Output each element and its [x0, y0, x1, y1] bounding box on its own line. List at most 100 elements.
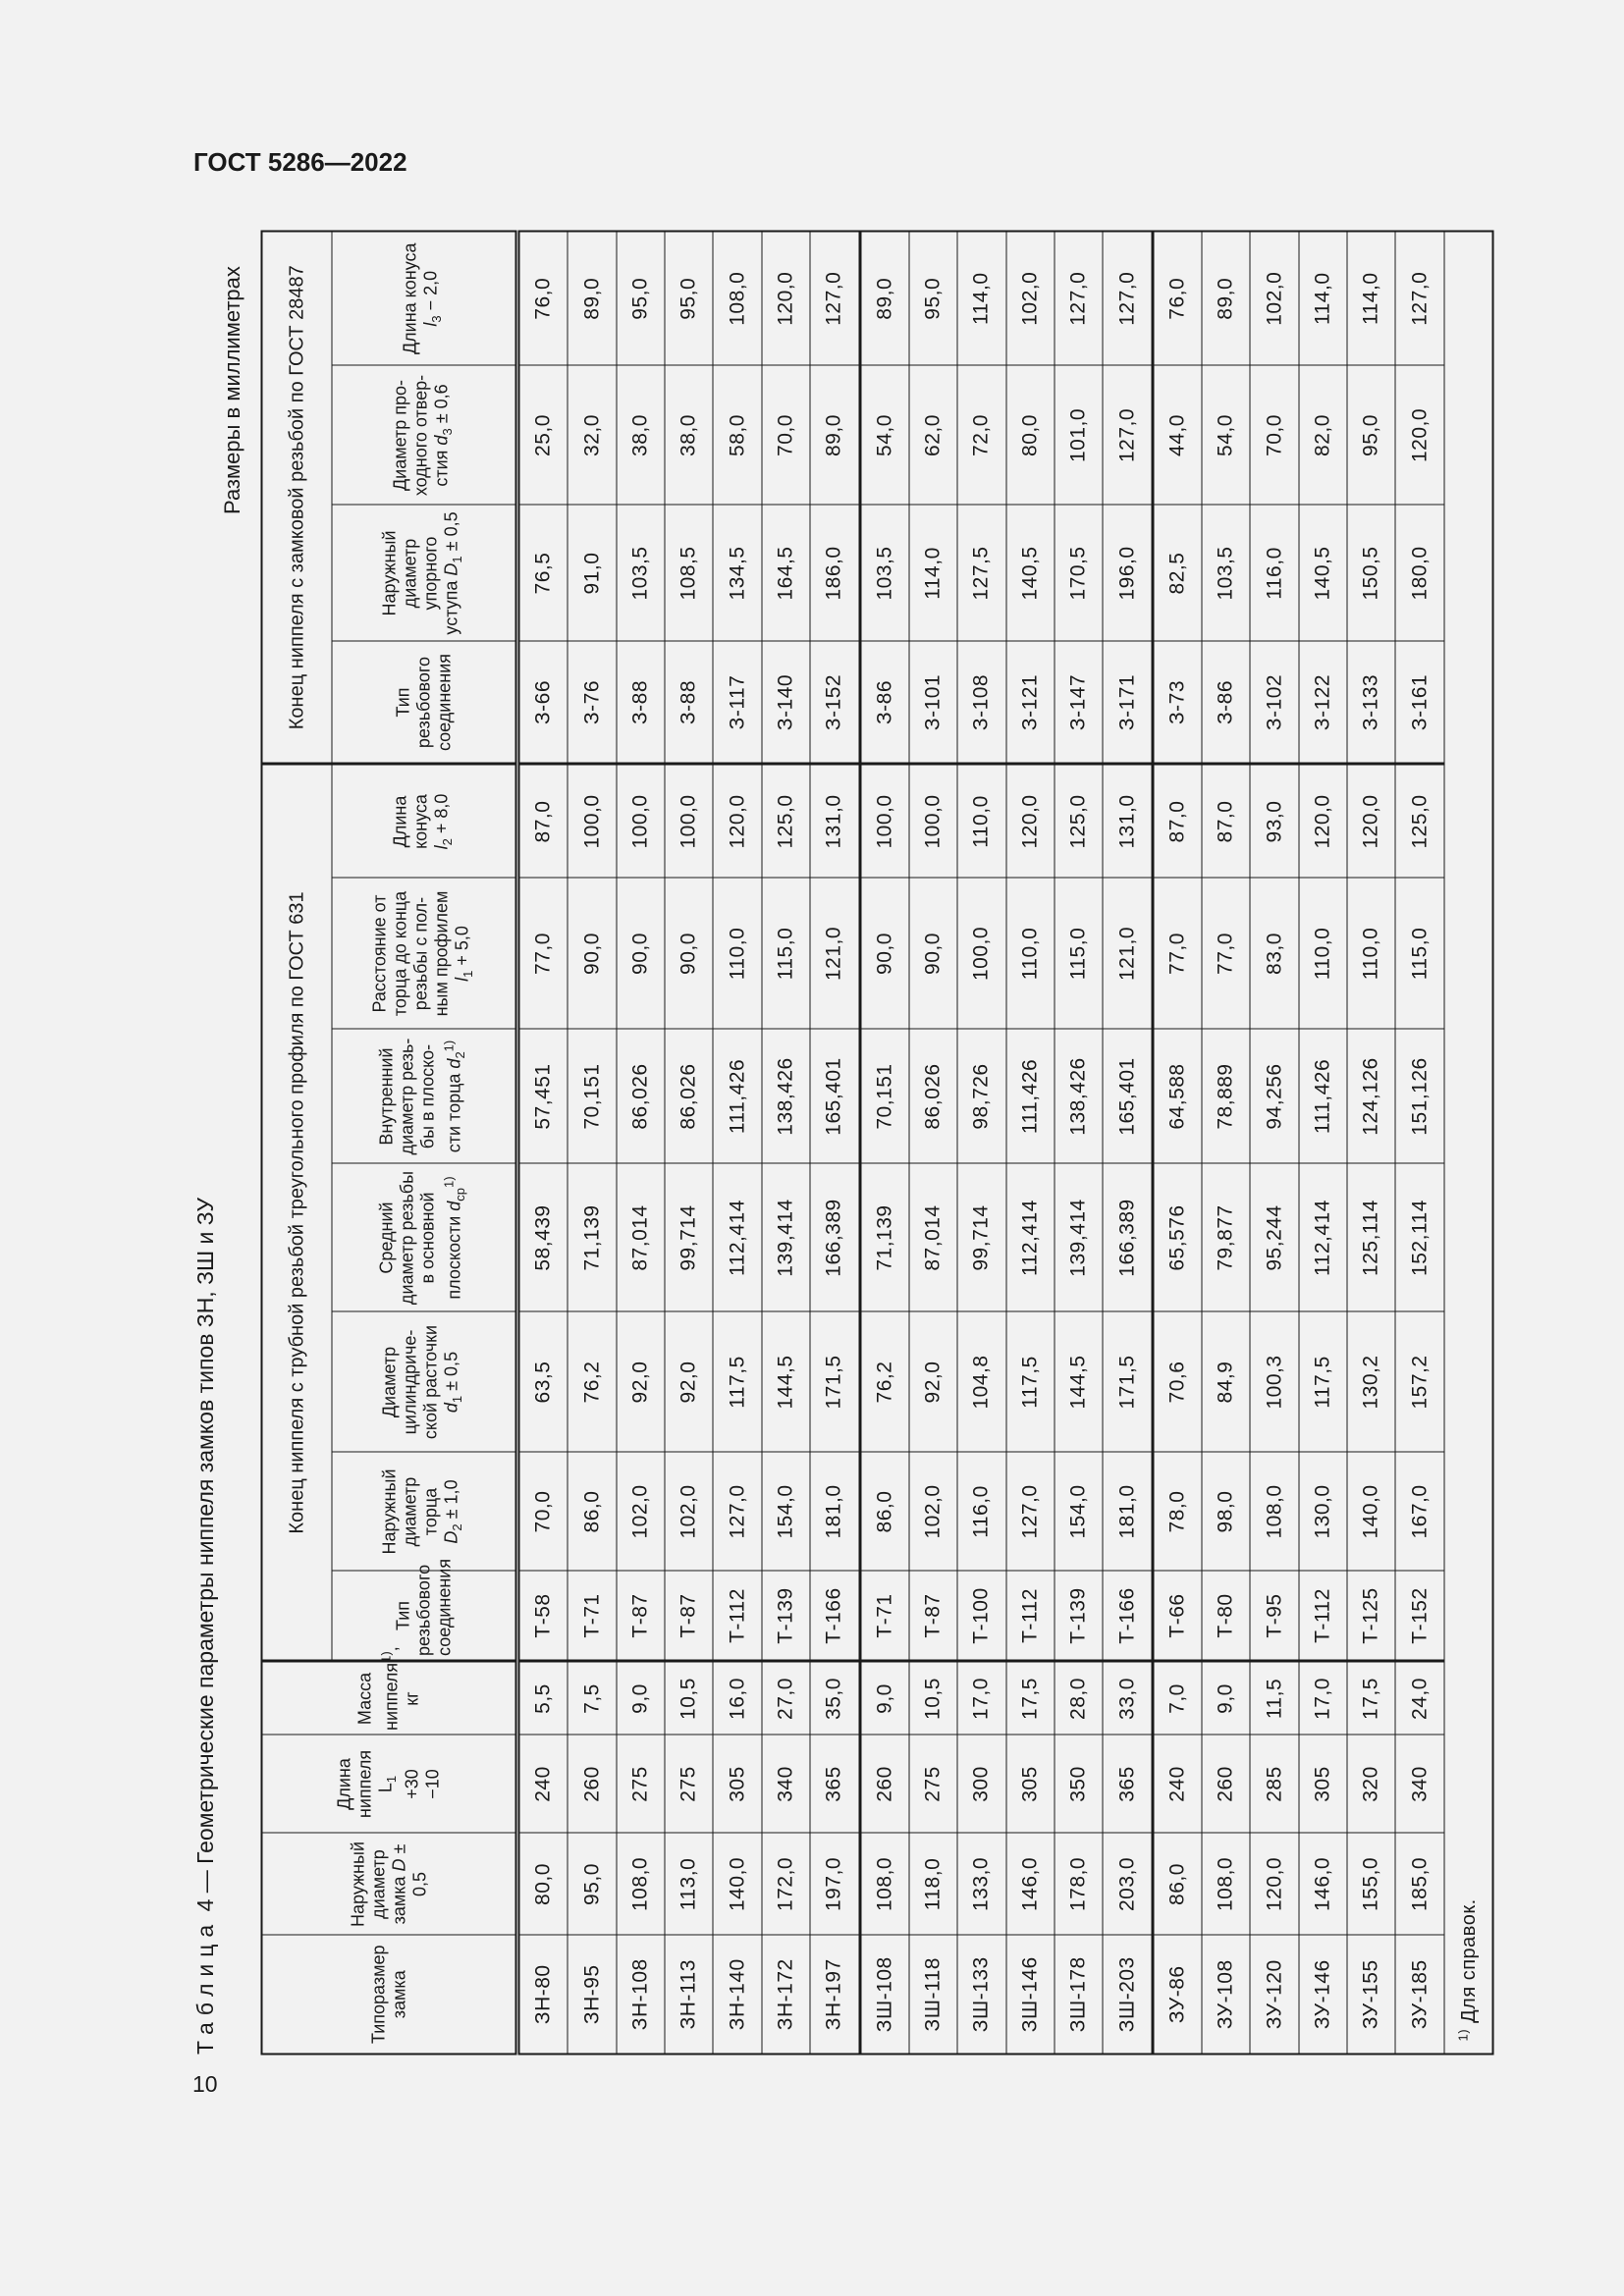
table-row: ЗШ-108 108,0 260 9,0 Т-71 86,0 76,2 71,139 70,15…	[859, 230, 909, 2054]
cell-bore-hole-diameter: 25,0	[516, 365, 568, 505]
cell-mid-diameter: 166,389	[809, 1163, 860, 1311]
cell-distance: 83,0	[1249, 878, 1299, 1029]
cell-mid-diameter: 87,014	[616, 1163, 665, 1311]
cell-cone-length-l3: 120,0	[761, 230, 810, 365]
table-row: ЗУ-155 155,0 320 17,5 Т-125 140,0 130,2 125,114…	[1346, 230, 1395, 2054]
header-lock-thread-type: Тип резьбового соединения	[331, 641, 517, 764]
cell-face-diameter: 127,0	[712, 1452, 762, 1571]
cell-face-diameter: 98,0	[1201, 1452, 1250, 1571]
cell-shoulder-diameter: 164,5	[761, 505, 810, 641]
cell-bore-hole-diameter: 95,0	[1346, 365, 1395, 505]
cell-bore-hole-diameter: 89,0	[809, 365, 860, 505]
table-row: ЗШ-118 118,0 275 10,5 Т-87 102,0 92,0 87,014 86,…	[908, 230, 957, 2054]
cell-cone-length-l3: 114,0	[1346, 230, 1395, 365]
cell-nipple-length: 275	[616, 1735, 665, 1833]
cell-distance: 90,0	[567, 878, 617, 1029]
cell-mass: 9,0	[859, 1661, 909, 1735]
cell-inner-diameter: 138,426	[1054, 1029, 1103, 1163]
cell-outer-diameter: 80,0	[516, 1833, 568, 1935]
caption-text: Геометрические параметры ниппеля замков …	[192, 1198, 218, 1864]
cell-mass: 28,0	[1054, 1661, 1103, 1735]
table-row: ЗУ-108 108,0 260 9,0 Т-80 98,0 84,9 79,877 78,88…	[1201, 230, 1250, 2054]
table-container: Типоразмер замка Наружный диаметр замка …	[260, 229, 1493, 2055]
cell-mass: 17,0	[1298, 1661, 1347, 1735]
table-row: ЗН-95 95,0 260 7,5 Т-71 86,0 76,2 71,139 70,151 9…	[567, 230, 617, 2054]
cell-mid-diameter: 112,414	[712, 1163, 762, 1311]
header-distance: Расстояние от торца до конца резьбы с по…	[331, 878, 517, 1029]
cell-lock-thread-type: З-171	[1102, 641, 1153, 764]
cell-pipe-thread-type: Т-71	[859, 1571, 909, 1661]
cell-face-diameter: 154,0	[1054, 1452, 1103, 1571]
cell-pipe-thread-type: Т-152	[1394, 1571, 1444, 1661]
cell-inner-diameter: 86,026	[664, 1029, 713, 1163]
cell-cone-length-l2: 100,0	[664, 764, 713, 878]
cell-bore-hole-diameter: 82,0	[1298, 365, 1347, 505]
cell-lock-thread-type: З-86	[859, 641, 909, 764]
cell-cone-length-l2: 131,0	[1102, 764, 1153, 878]
cell-mass: 16,0	[712, 1661, 762, 1735]
header-cone-length-l3: Длина конуса l3 − 2,0	[331, 230, 517, 365]
cell-outer-diameter: 140,0	[712, 1833, 762, 1935]
cell-distance: 110,0	[1298, 878, 1347, 1029]
cell-bore-diameter: 117,5	[1005, 1311, 1055, 1452]
cell-size: ЗН-197	[809, 1935, 860, 2054]
cell-mass: 10,5	[664, 1661, 713, 1735]
cell-inner-diameter: 64,588	[1152, 1029, 1202, 1163]
table-row: ЗН-172 172,0 340 27,0 Т-139 154,0 144,5 139,414…	[761, 230, 810, 2054]
cell-mid-diameter: 87,014	[908, 1163, 957, 1311]
cell-mass: 24,0	[1394, 1661, 1444, 1735]
cell-inner-diameter: 124,126	[1346, 1029, 1395, 1163]
cell-outer-diameter: 172,0	[761, 1833, 810, 1935]
cell-nipple-length: 300	[956, 1735, 1006, 1833]
cell-mass: 17,5	[1005, 1661, 1055, 1735]
cell-mass: 33,0	[1102, 1661, 1153, 1735]
cell-shoulder-diameter: 127,5	[956, 505, 1006, 641]
cell-inner-diameter: 86,026	[908, 1029, 957, 1163]
cell-cone-length-l3: 95,0	[616, 230, 665, 365]
cell-outer-diameter: 178,0	[1054, 1833, 1103, 1935]
cell-bore-hole-diameter: 38,0	[664, 365, 713, 505]
cell-distance: 115,0	[1394, 878, 1444, 1029]
header-nipple-mass: Масса ниппеля1), кг	[261, 1646, 517, 1735]
cell-bore-hole-diameter: 54,0	[859, 365, 909, 505]
cell-outer-diameter: 108,0	[1201, 1833, 1250, 1935]
cell-mass: 7,5	[567, 1661, 617, 1735]
cell-lock-thread-type: З-117	[712, 641, 762, 764]
cell-mass: 10,5	[908, 1661, 957, 1735]
cell-bore-diameter: 104,8	[956, 1311, 1006, 1452]
cell-mid-diameter: 99,714	[956, 1163, 1006, 1311]
cell-outer-diameter: 118,0	[908, 1833, 957, 1935]
cell-cone-length-l3: 89,0	[1201, 230, 1250, 365]
cell-cone-length-l2: 120,0	[1298, 764, 1347, 878]
cell-nipple-length: 305	[1298, 1735, 1347, 1833]
cell-bore-diameter: 130,2	[1346, 1311, 1395, 1452]
cell-bore-diameter: 171,5	[809, 1311, 860, 1452]
cell-cone-length-l3: 89,0	[859, 230, 909, 365]
cell-lock-thread-type: З-147	[1054, 641, 1103, 764]
cell-bore-diameter: 171,5	[1102, 1311, 1153, 1452]
cell-size: ЗШ-118	[908, 1935, 957, 2054]
cell-shoulder-diameter: 103,5	[859, 505, 909, 641]
cell-size: ЗУ-155	[1346, 1935, 1395, 2054]
cell-nipple-length: 240	[1152, 1735, 1202, 1833]
cell-size: ЗШ-133	[956, 1935, 1006, 2054]
header-nipple-length: Длина ниппеля L1 +30 −10	[261, 1735, 517, 1833]
cell-size: ЗУ-108	[1201, 1935, 1250, 2054]
cell-mid-diameter: 71,139	[859, 1163, 909, 1311]
cell-face-diameter: 102,0	[664, 1452, 713, 1571]
cell-cone-length-l3: 127,0	[1394, 230, 1444, 365]
cell-inner-diameter: 94,256	[1249, 1029, 1299, 1163]
cell-cone-length-l3: 76,0	[1152, 230, 1202, 365]
header-inner-diameter: Внутренний диаметр резь-бы в плоско-сти …	[331, 1029, 517, 1163]
cell-mass: 35,0	[809, 1661, 860, 1735]
cell-inner-diameter: 111,426	[712, 1029, 762, 1163]
table-row: ЗН-108 108,0 275 9,0 Т-87 102,0 92,0 87,014 86,0…	[616, 230, 665, 2054]
table-row: ЗШ-146 146,0 305 17,5 Т-112 127,0 117,5 112,414…	[1005, 230, 1055, 2054]
header-bore-hole-diameter: Диаметр про-ходного отвер-стия d3 ± 0,6	[331, 365, 517, 505]
cell-distance: 115,0	[761, 878, 810, 1029]
cell-pipe-thread-type: Т-95	[1249, 1571, 1299, 1661]
cell-outer-diameter: 203,0	[1102, 1833, 1153, 1935]
cell-bore-hole-diameter: 120,0	[1394, 365, 1444, 505]
cell-face-diameter: 70,0	[516, 1452, 568, 1571]
cell-bore-hole-diameter: 62,0	[908, 365, 957, 505]
